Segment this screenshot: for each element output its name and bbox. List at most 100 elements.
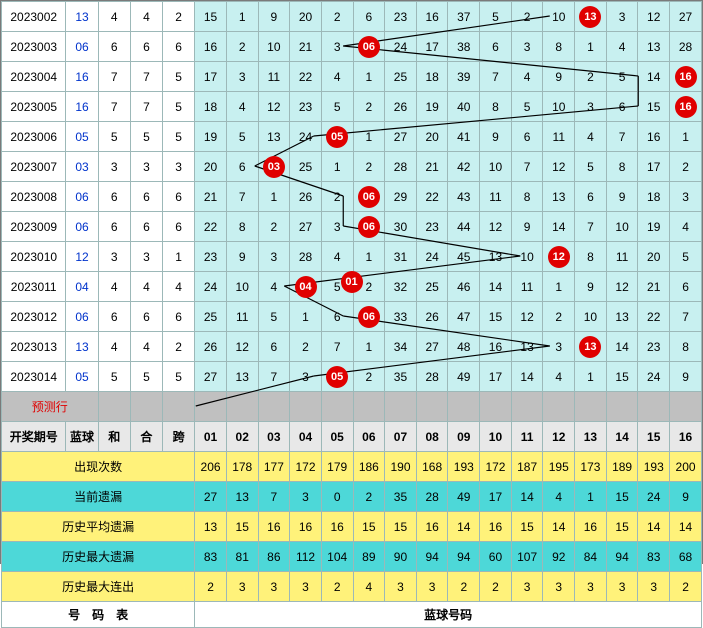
stat-cell: 2 (670, 572, 702, 602)
blue-cell: 06 (66, 32, 98, 62)
stat-cell: 3 (385, 572, 417, 602)
trend-cell: 13 (543, 182, 575, 212)
stat-cell: 13 (195, 512, 227, 542)
stat-cell: 15 (511, 512, 543, 542)
h-ball: 16 (670, 422, 702, 452)
trend-cell: 5 (480, 2, 512, 32)
predict-cell (543, 392, 575, 422)
trend-cell: 12 (480, 212, 512, 242)
h-ball: 03 (258, 422, 290, 452)
h-ball: 09 (448, 422, 480, 452)
he-cell: 4 (98, 332, 130, 362)
stat-cell: 35 (385, 482, 417, 512)
blue-ball: 06 (358, 216, 380, 238)
trend-cell: 11 (543, 122, 575, 152)
data-row: 2023006055551951324051272041961147161 (2, 122, 702, 152)
trend-cell: 9 (606, 182, 638, 212)
trend-cell: 16 (480, 332, 512, 362)
blue-cell: 13 (66, 2, 98, 32)
blue-ball: 06 (358, 306, 380, 328)
stat-cell: 173 (575, 452, 607, 482)
blue-ball: 13 (579, 336, 601, 358)
predict-label: 预测行 (2, 392, 99, 422)
trend-cell: 4 (670, 212, 702, 242)
he-cell: 4 (98, 272, 130, 302)
trend-cell: 11 (226, 302, 258, 332)
lottery-trend-chart: { "layout": { "row_h": 30, "left_w": 180… (0, 0, 703, 564)
data-row: 2023003066661621021306241738638141328 (2, 32, 702, 62)
trend-cell: 23 (638, 332, 670, 362)
period-cell: 2023008 (2, 182, 66, 212)
trend-cell: 03 (258, 152, 290, 182)
trend-cell: 2 (353, 152, 385, 182)
trend-cell: 22 (638, 302, 670, 332)
trend-cell: 1 (353, 62, 385, 92)
trend-cell: 8 (226, 212, 258, 242)
trend-cell: 21 (416, 152, 448, 182)
trend-cell: 13 (575, 2, 607, 32)
stat-cell: 17 (480, 482, 512, 512)
stat-cell: 2 (321, 572, 353, 602)
stat-cell: 16 (321, 512, 353, 542)
trend-cell: 5 (670, 242, 702, 272)
trend-cell: 48 (448, 332, 480, 362)
trend-cell: 04 (290, 272, 322, 302)
stat-cell: 3 (638, 572, 670, 602)
kua-cell: 6 (163, 32, 195, 62)
stat-cell: 3 (258, 572, 290, 602)
trend-cell: 5 (258, 302, 290, 332)
trend-cell: 13 (226, 362, 258, 392)
data-row: 2023005167751841223522619408510361516 (2, 92, 702, 122)
h-ball: 05 (321, 422, 353, 452)
stat-cell: 178 (226, 452, 258, 482)
h-ball: 08 (416, 422, 448, 452)
trend-cell: 40 (448, 92, 480, 122)
h-ball: 07 (385, 422, 417, 452)
footer-right: 蓝球号码 (195, 602, 702, 628)
h-he: 和 (98, 422, 130, 452)
trend-cell: 27 (290, 212, 322, 242)
kua-cell: 6 (163, 302, 195, 332)
trend-cell: 27 (195, 362, 227, 392)
he-cell: 5 (98, 362, 130, 392)
trend-cell: 13 (638, 32, 670, 62)
h-ball: 04 (290, 422, 322, 452)
trend-cell: 16 (416, 2, 448, 32)
stat-cell: 3 (290, 572, 322, 602)
kua-cell: 2 (163, 332, 195, 362)
stat-cell: 2 (480, 572, 512, 602)
trend-cell: 25 (385, 62, 417, 92)
stat-cell: 81 (226, 542, 258, 572)
h-kua: 跨 (163, 422, 195, 452)
stat-cell: 2 (448, 572, 480, 602)
period-cell: 2023009 (2, 212, 66, 242)
trend-cell: 11 (480, 182, 512, 212)
trend-cell: 23 (290, 92, 322, 122)
kua-cell: 4 (163, 272, 195, 302)
kua-cell: 1 (163, 242, 195, 272)
trend-cell: 6 (670, 272, 702, 302)
stat-row: 出现次数206178177172179186190168193172187195… (2, 452, 702, 482)
trend-cell: 26 (416, 302, 448, 332)
trend-cell: 5 (511, 92, 543, 122)
trend-cell: 2 (321, 182, 353, 212)
he-cell: 6 (98, 182, 130, 212)
blue-cell: 05 (66, 122, 98, 152)
trend-cell: 5 (321, 92, 353, 122)
trend-cell: 3 (543, 332, 575, 362)
blue-ball: 12 (548, 246, 570, 268)
trend-cell: 6 (353, 2, 385, 32)
period-cell: 2023003 (2, 32, 66, 62)
trend-cell: 44 (448, 212, 480, 242)
trend-cell: 7 (480, 62, 512, 92)
stat-cell: 14 (511, 482, 543, 512)
hv-cell: 3 (130, 242, 162, 272)
trend-cell: 21 (195, 182, 227, 212)
predict-cell (385, 392, 417, 422)
trend-cell: 19 (416, 92, 448, 122)
blue-ball: 16 (675, 66, 697, 88)
trend-cell: 06 (353, 302, 385, 332)
trend-cell: 1 (670, 122, 702, 152)
predict-row: 预测行01 (2, 392, 702, 422)
he-cell: 4 (98, 2, 130, 32)
